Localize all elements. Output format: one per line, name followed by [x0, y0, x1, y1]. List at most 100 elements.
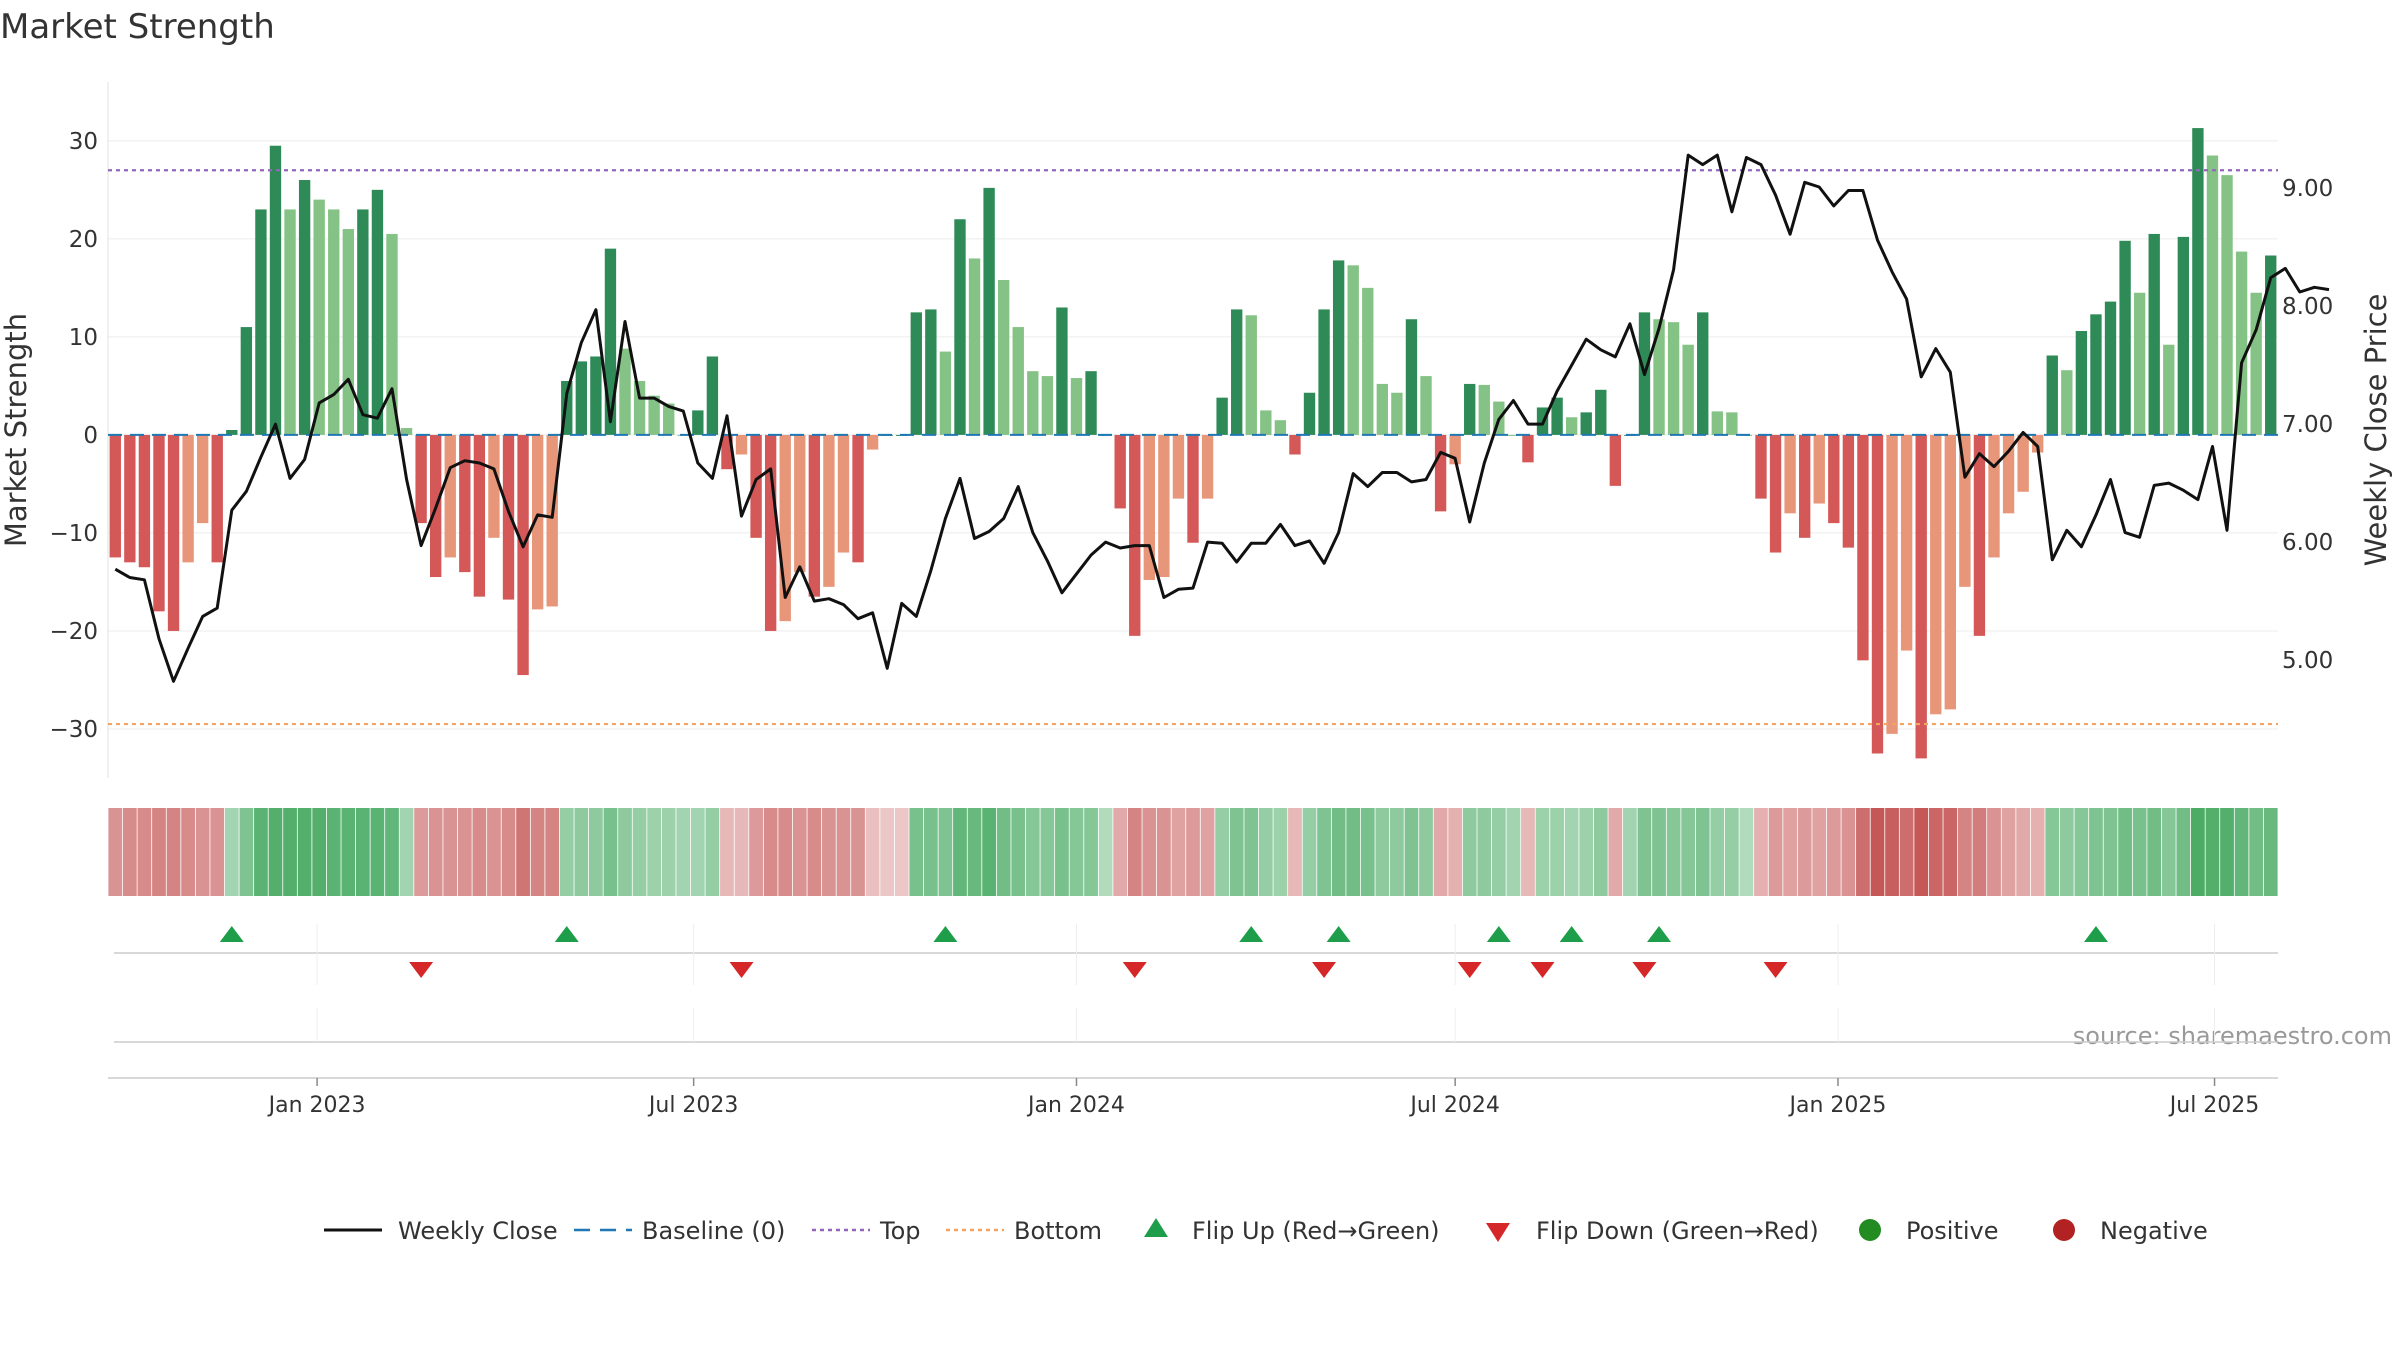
strength-bar	[1187, 434, 1199, 543]
strength-bar	[735, 434, 748, 455]
regime-cell	[487, 808, 501, 896]
x-tick-label: Jan 2024	[1026, 1093, 1125, 1118]
strength-bar	[167, 434, 180, 631]
baseline-legend-label: Baseline (0)	[642, 1217, 785, 1245]
strength-bar	[531, 434, 544, 610]
regime-cell	[1899, 808, 1914, 896]
reference-lines	[108, 169, 2278, 726]
strength-bar	[473, 434, 486, 597]
regime-cell	[1360, 808, 1375, 896]
regime-cell	[2016, 808, 2031, 896]
strength-bar	[1464, 383, 1476, 435]
strength-bar	[182, 434, 194, 563]
strength-bar	[196, 434, 209, 524]
strength-bar	[2090, 314, 2102, 435]
strength-bar	[1420, 376, 1432, 435]
strength-bar	[808, 434, 821, 597]
regime-cell	[2045, 808, 2060, 896]
regime-cell	[1040, 808, 1055, 896]
regime-cell	[1433, 808, 1448, 896]
strength-bar	[663, 403, 675, 435]
flip-markers	[114, 926, 2278, 1043]
strength-bar	[109, 434, 121, 558]
strength-bar	[692, 410, 704, 435]
regime-cell	[1652, 808, 1666, 896]
strength-bar	[1842, 434, 1855, 548]
regime-cell	[1404, 808, 1419, 896]
strength-bar	[721, 434, 733, 470]
strength-bar	[371, 189, 384, 435]
regime-cell	[836, 808, 851, 896]
regime-cell	[1244, 808, 1259, 896]
regime-cell	[1273, 808, 1288, 896]
strength-bar	[1915, 434, 1927, 759]
regime-cell	[2001, 808, 2016, 896]
strength-bar	[1027, 371, 1039, 435]
strength-bar	[619, 348, 631, 435]
strength-bar	[1318, 309, 1330, 435]
regime-cell	[1098, 808, 1113, 896]
strength-bar	[357, 209, 369, 435]
regime-cell	[1331, 808, 1346, 896]
regime-cell	[1113, 808, 1128, 896]
regime-cell	[1928, 808, 1943, 896]
regime-cell	[1637, 808, 1652, 896]
strength-bar	[459, 434, 471, 573]
regime-cell	[807, 808, 822, 896]
positive-legend-label: Positive	[1906, 1217, 1999, 1245]
regime-cell	[720, 808, 734, 896]
strength-bar	[1828, 434, 1840, 524]
strength-bar	[1260, 410, 1272, 435]
strength-bar	[1172, 434, 1185, 499]
strength-bar	[415, 434, 427, 524]
regime-cell	[603, 808, 618, 896]
regime-cell	[1011, 808, 1026, 896]
strength-bar	[1332, 260, 1345, 435]
regime-cell	[618, 808, 632, 896]
regime-cell	[297, 808, 312, 896]
regime-cell	[1681, 808, 1696, 896]
regime-cell	[239, 808, 254, 896]
y-tick-label-left: 10	[69, 325, 98, 351]
regime-cell	[501, 808, 516, 896]
regime-cell	[1491, 808, 1506, 896]
regime-cell	[326, 808, 341, 896]
regime-cell	[1710, 808, 1725, 896]
regime-cell	[1695, 808, 1710, 896]
flip-down-legend-swatch	[1486, 1223, 1510, 1242]
bottom-legend-label: Bottom	[1014, 1217, 1102, 1245]
regime-cell	[1419, 808, 1433, 896]
y-axis-label-left: Market Strength	[0, 313, 33, 547]
regime-cell	[1579, 808, 1594, 896]
flip-down-marker	[409, 962, 434, 978]
regime-cell	[370, 808, 385, 896]
regime-cell	[2147, 808, 2162, 896]
regime-cell	[2234, 808, 2249, 896]
flip-up-marker	[1326, 926, 1351, 942]
negative-legend-swatch	[2053, 1219, 2075, 1241]
strength-bar	[298, 180, 311, 435]
legend: Weekly Close Baseline (0) Top Bottom Flip Up…	[324, 1217, 2208, 1245]
strength-bar	[1085, 371, 1097, 435]
regime-cell	[1870, 808, 1885, 896]
regime-cell	[2059, 808, 2074, 896]
strength-bar	[764, 434, 777, 631]
regime-cell	[822, 808, 836, 896]
regime-cell	[1084, 808, 1098, 896]
regime-cell	[1302, 808, 1317, 896]
regime-cell	[1856, 808, 1870, 896]
flip-up-legend-label: Flip Up (Red→Green)	[1192, 1217, 1440, 1245]
regime-cell	[2205, 808, 2220, 896]
regime-cell	[2191, 808, 2205, 896]
strength-bar	[2221, 175, 2233, 435]
regime-cell	[1127, 808, 1142, 896]
strength-bar	[823, 434, 835, 587]
strength-bar	[1303, 392, 1316, 435]
strength-bar	[1973, 434, 1986, 636]
flip-up-marker	[1647, 926, 1672, 942]
strength-bar	[386, 233, 398, 435]
strength-bar	[1755, 434, 1767, 499]
source-label: source: sharemaestro.com	[2073, 1022, 2392, 1050]
regime-cell	[355, 808, 370, 896]
regime-cell	[1914, 808, 1929, 896]
